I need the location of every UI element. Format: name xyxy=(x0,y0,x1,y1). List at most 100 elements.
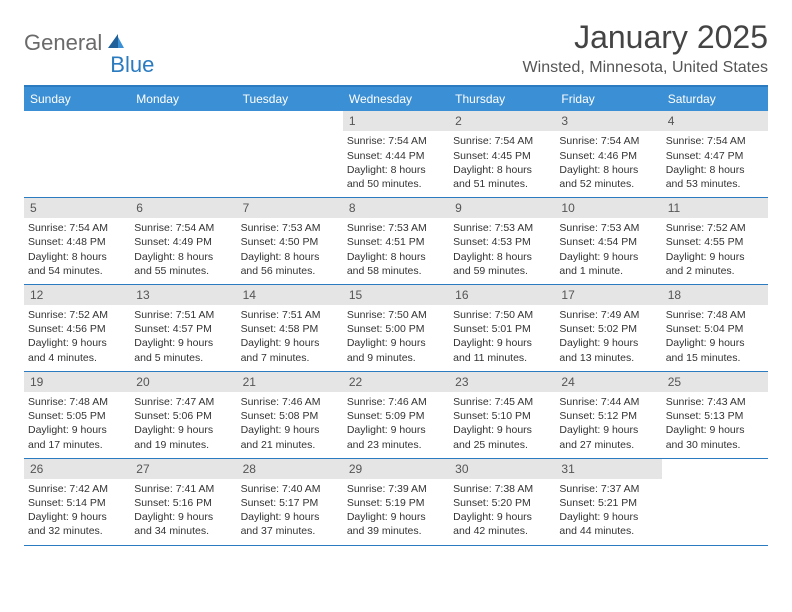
day-cell: 6Sunrise: 7:54 AMSunset: 4:49 PMDaylight… xyxy=(130,198,236,284)
daylight2-text: and 51 minutes. xyxy=(453,177,551,191)
sunset-text: Sunset: 4:51 PM xyxy=(347,235,445,249)
daylight2-text: and 5 minutes. xyxy=(134,351,232,365)
day-number: 16 xyxy=(449,285,555,305)
daylight2-text: and 17 minutes. xyxy=(28,438,126,452)
day-cell: 19Sunrise: 7:48 AMSunset: 5:05 PMDayligh… xyxy=(24,372,130,458)
day-cell: 29Sunrise: 7:39 AMSunset: 5:19 PMDayligh… xyxy=(343,459,449,545)
day-number: 18 xyxy=(662,285,768,305)
day-cell: 17Sunrise: 7:49 AMSunset: 5:02 PMDayligh… xyxy=(555,285,661,371)
day-number: 20 xyxy=(130,372,236,392)
daylight1-text: Daylight: 8 hours xyxy=(134,250,232,264)
daylight1-text: Daylight: 9 hours xyxy=(559,423,657,437)
sunset-text: Sunset: 5:06 PM xyxy=(134,409,232,423)
day-number: 11 xyxy=(662,198,768,218)
daylight1-text: Daylight: 9 hours xyxy=(666,423,764,437)
day-number: 14 xyxy=(237,285,343,305)
day-cell xyxy=(662,459,768,545)
weekday-header: Monday xyxy=(130,87,236,111)
sunset-text: Sunset: 4:44 PM xyxy=(347,149,445,163)
daylight2-text: and 55 minutes. xyxy=(134,264,232,278)
daylight2-text: and 15 minutes. xyxy=(666,351,764,365)
sunset-text: Sunset: 4:58 PM xyxy=(241,322,339,336)
daylight1-text: Daylight: 9 hours xyxy=(347,336,445,350)
day-cell: 4Sunrise: 7:54 AMSunset: 4:47 PMDaylight… xyxy=(662,111,768,197)
sunrise-text: Sunrise: 7:49 AM xyxy=(559,308,657,322)
day-cell: 15Sunrise: 7:50 AMSunset: 5:00 PMDayligh… xyxy=(343,285,449,371)
daylight2-text: and 37 minutes. xyxy=(241,524,339,538)
sunrise-text: Sunrise: 7:37 AM xyxy=(559,482,657,496)
sunrise-text: Sunrise: 7:50 AM xyxy=(347,308,445,322)
daylight1-text: Daylight: 9 hours xyxy=(347,510,445,524)
weekday-header: Saturday xyxy=(662,87,768,111)
day-cell: 30Sunrise: 7:38 AMSunset: 5:20 PMDayligh… xyxy=(449,459,555,545)
sunset-text: Sunset: 4:56 PM xyxy=(28,322,126,336)
daylight2-text: and 4 minutes. xyxy=(28,351,126,365)
day-cell: 11Sunrise: 7:52 AMSunset: 4:55 PMDayligh… xyxy=(662,198,768,284)
sunset-text: Sunset: 4:45 PM xyxy=(453,149,551,163)
daylight2-text: and 54 minutes. xyxy=(28,264,126,278)
day-number: 9 xyxy=(449,198,555,218)
weekday-header: Thursday xyxy=(449,87,555,111)
daylight2-text: and 56 minutes. xyxy=(241,264,339,278)
day-cell: 18Sunrise: 7:48 AMSunset: 5:04 PMDayligh… xyxy=(662,285,768,371)
weekday-header: Friday xyxy=(555,87,661,111)
sunrise-text: Sunrise: 7:53 AM xyxy=(559,221,657,235)
daylight2-text: and 25 minutes. xyxy=(453,438,551,452)
day-cell: 16Sunrise: 7:50 AMSunset: 5:01 PMDayligh… xyxy=(449,285,555,371)
day-number: 28 xyxy=(237,459,343,479)
day-cell: 12Sunrise: 7:52 AMSunset: 4:56 PMDayligh… xyxy=(24,285,130,371)
day-number: 7 xyxy=(237,198,343,218)
day-number: 2 xyxy=(449,111,555,131)
sunset-text: Sunset: 5:05 PM xyxy=(28,409,126,423)
daylight2-text: and 42 minutes. xyxy=(453,524,551,538)
sunrise-text: Sunrise: 7:48 AM xyxy=(28,395,126,409)
daylight1-text: Daylight: 9 hours xyxy=(347,423,445,437)
location-text: Winsted, Minnesota, United States xyxy=(523,59,768,77)
day-number: 1 xyxy=(343,111,449,131)
daylight1-text: Daylight: 9 hours xyxy=(453,423,551,437)
daylight1-text: Daylight: 8 hours xyxy=(453,163,551,177)
day-number: 24 xyxy=(555,372,661,392)
daylight2-text: and 27 minutes. xyxy=(559,438,657,452)
sunrise-text: Sunrise: 7:54 AM xyxy=(666,134,764,148)
day-number: 3 xyxy=(555,111,661,131)
day-number: 10 xyxy=(555,198,661,218)
logo-text-blue: Blue xyxy=(110,52,154,78)
day-number: 23 xyxy=(449,372,555,392)
day-number: 13 xyxy=(130,285,236,305)
sunset-text: Sunset: 4:49 PM xyxy=(134,235,232,249)
daylight2-text: and 32 minutes. xyxy=(28,524,126,538)
daylight1-text: Daylight: 8 hours xyxy=(347,163,445,177)
day-number: 4 xyxy=(662,111,768,131)
day-cell: 27Sunrise: 7:41 AMSunset: 5:16 PMDayligh… xyxy=(130,459,236,545)
sunset-text: Sunset: 4:48 PM xyxy=(28,235,126,249)
sunset-text: Sunset: 5:00 PM xyxy=(347,322,445,336)
logo: General Blue xyxy=(24,20,154,66)
sunset-text: Sunset: 5:14 PM xyxy=(28,496,126,510)
sunrise-text: Sunrise: 7:53 AM xyxy=(241,221,339,235)
daylight2-text: and 2 minutes. xyxy=(666,264,764,278)
daylight1-text: Daylight: 9 hours xyxy=(559,510,657,524)
weekday-header: Wednesday xyxy=(343,87,449,111)
month-title: January 2025 xyxy=(523,20,768,55)
sunset-text: Sunset: 5:09 PM xyxy=(347,409,445,423)
sunrise-text: Sunrise: 7:53 AM xyxy=(453,221,551,235)
title-block: January 2025 Winsted, Minnesota, United … xyxy=(523,20,768,77)
day-number: 17 xyxy=(555,285,661,305)
header: General Blue January 2025 Winsted, Minne… xyxy=(24,20,768,77)
sunset-text: Sunset: 5:08 PM xyxy=(241,409,339,423)
day-number: 21 xyxy=(237,372,343,392)
sunrise-text: Sunrise: 7:47 AM xyxy=(134,395,232,409)
sunset-text: Sunset: 5:21 PM xyxy=(559,496,657,510)
daylight1-text: Daylight: 9 hours xyxy=(134,336,232,350)
day-cell: 9Sunrise: 7:53 AMSunset: 4:53 PMDaylight… xyxy=(449,198,555,284)
sunrise-text: Sunrise: 7:46 AM xyxy=(347,395,445,409)
sunset-text: Sunset: 5:20 PM xyxy=(453,496,551,510)
day-number: 27 xyxy=(130,459,236,479)
sunrise-text: Sunrise: 7:43 AM xyxy=(666,395,764,409)
daylight1-text: Daylight: 8 hours xyxy=(241,250,339,264)
daylight1-text: Daylight: 8 hours xyxy=(453,250,551,264)
daylight2-text: and 1 minute. xyxy=(559,264,657,278)
daylight1-text: Daylight: 9 hours xyxy=(666,250,764,264)
day-cell: 22Sunrise: 7:46 AMSunset: 5:09 PMDayligh… xyxy=(343,372,449,458)
